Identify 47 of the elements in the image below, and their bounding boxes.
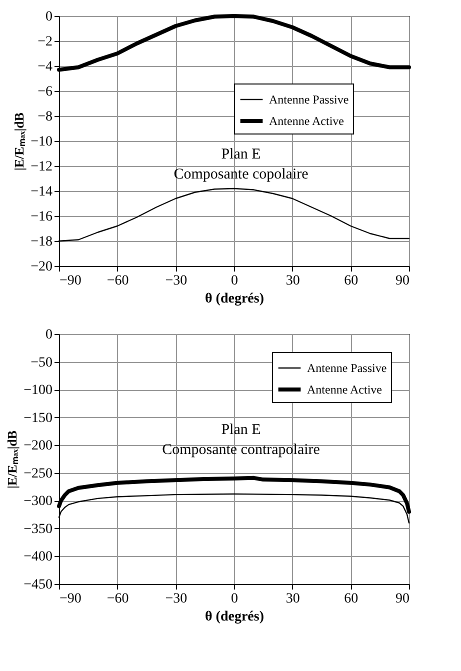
y-tick-label: −18 [30, 234, 52, 250]
legend-label: Antenne Active [307, 382, 382, 396]
x-tick-label: 90 [396, 274, 410, 288]
annotation: Composante copolaire [174, 166, 309, 182]
x-tick-label: −90 [60, 274, 82, 288]
x-tick-label: 60 [344, 274, 358, 288]
legend-label: Antenne Active [269, 114, 344, 128]
y-tick-label: −16 [30, 210, 52, 224]
x-tick-label: −30 [165, 592, 188, 606]
x-tick-label: 60 [344, 592, 358, 606]
x-tick-label: 90 [396, 592, 410, 606]
x-tick-label: 30 [286, 592, 300, 606]
y-tick-label: −400 [24, 550, 52, 565]
x-axis-title: θ (degrés) [204, 610, 264, 624]
y-tick-label: −20 [30, 260, 52, 274]
x-tick-label: 30 [286, 274, 300, 288]
legend-label: Antenne Passive [269, 92, 349, 106]
y-tick-label: −10 [30, 134, 52, 150]
y-tick-label: −100 [24, 383, 52, 398]
x-tick-label: −60 [106, 274, 129, 288]
legend-label: Antenne Passive [307, 361, 387, 375]
y-tick-label: −4 [38, 60, 52, 74]
y-axis-title: |E/Eₘₐₓ|dB [4, 430, 20, 489]
y-tick-label: −300 [24, 494, 52, 510]
y-tick-label: 0 [46, 328, 52, 342]
x-tick-label: 0 [231, 274, 238, 288]
x-tick-label: −60 [106, 592, 129, 606]
y-tick-label: −200 [24, 438, 52, 454]
y-tick-label: −350 [24, 522, 52, 537]
y-tick-label: −8 [38, 110, 52, 124]
annotation: Plan E [221, 422, 261, 438]
y-tick-label: −50 [30, 355, 52, 370]
x-axis-title: θ (degrés) [204, 292, 264, 306]
x-tick-label: −30 [165, 274, 188, 288]
annotation: Composante contrapolaire [162, 442, 320, 458]
y-tick-label: −6 [38, 84, 52, 100]
y-tick-label: −250 [24, 466, 52, 482]
x-tick-label: −90 [60, 592, 82, 606]
y-tick-label: −150 [24, 410, 52, 426]
x-tick-label: 0 [231, 592, 238, 606]
y-tick-label: −2 [38, 34, 52, 50]
y-tick-label: −450 [24, 578, 52, 592]
y-tick-label: −12 [30, 160, 52, 174]
y-tick-label: −14 [30, 184, 52, 200]
annotation: Plan E [221, 146, 261, 162]
y-axis-title: |E/Eₘₐₓ|dB [12, 112, 27, 171]
y-tick-label: 0 [46, 10, 52, 24]
